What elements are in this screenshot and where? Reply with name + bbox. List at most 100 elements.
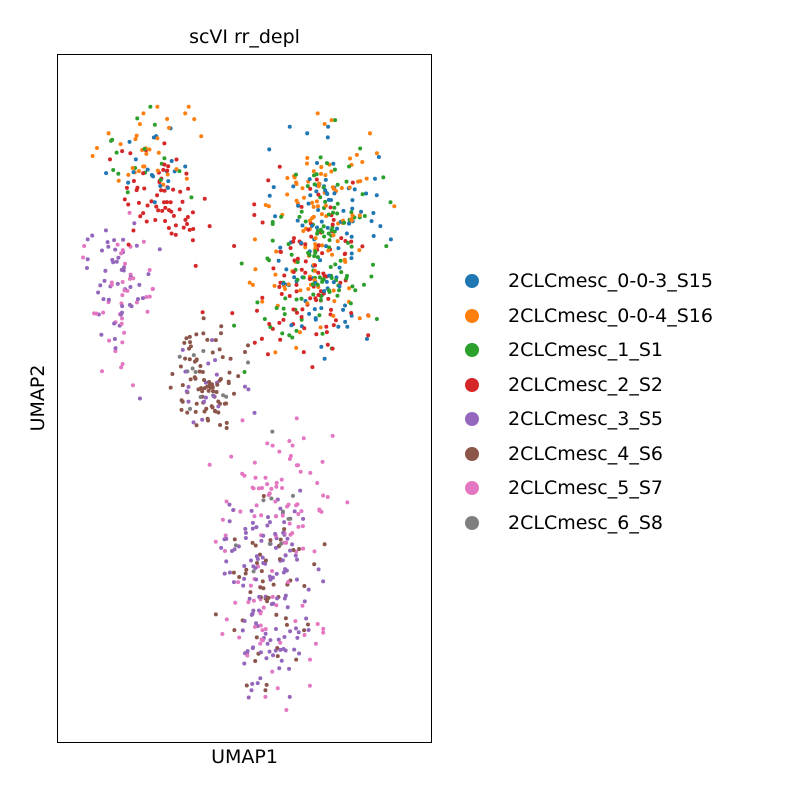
scatter-point <box>214 372 219 377</box>
scatter-point <box>260 628 265 633</box>
scatter-point <box>165 168 170 173</box>
scatter-point <box>158 183 163 188</box>
scatter-point <box>329 118 334 123</box>
scatter-point <box>228 356 233 361</box>
scatter-point <box>263 631 268 636</box>
scatter-point <box>384 244 389 249</box>
scatter-point <box>333 118 338 123</box>
scatter-point <box>324 330 329 335</box>
scatter-point <box>96 290 101 295</box>
scatter-point <box>285 504 290 509</box>
scatter-point <box>141 211 146 216</box>
scatter-point <box>286 580 291 585</box>
scatter-point <box>306 227 311 232</box>
scatter-point <box>126 242 131 247</box>
scatter-point <box>270 594 275 599</box>
scatter-point <box>265 523 270 528</box>
scatter-point <box>271 601 276 606</box>
scatter-point <box>253 658 258 663</box>
scatter-point <box>274 484 279 489</box>
scatter-point <box>332 205 337 210</box>
scatter-point <box>244 683 249 688</box>
scatter-point <box>282 312 287 317</box>
scatter-point <box>243 536 248 541</box>
scatter-point <box>366 313 371 318</box>
scatter-point <box>291 548 296 553</box>
scatter-point <box>310 365 315 370</box>
scatter-point <box>318 289 323 294</box>
scatter-point <box>331 280 336 285</box>
scatter-point <box>109 282 114 287</box>
scatter-point <box>317 275 322 280</box>
scatter-point <box>333 318 338 323</box>
scatter-point <box>281 317 286 322</box>
scatter-point <box>275 654 280 659</box>
scatter-point <box>232 628 237 633</box>
scatter-point <box>119 267 124 272</box>
scatter-point <box>326 248 331 253</box>
scatter-point <box>94 311 99 316</box>
scatter-point <box>306 201 311 206</box>
scatter-point <box>295 256 300 261</box>
scatter-point <box>272 283 277 288</box>
scatter-point <box>215 382 220 387</box>
scatter-point <box>123 261 128 266</box>
scatter-point <box>112 337 117 342</box>
scatter-point <box>226 379 231 384</box>
scatter-point <box>335 239 340 244</box>
scatter-point <box>243 530 248 535</box>
scatter-point <box>247 596 252 601</box>
scatter-point <box>119 251 124 256</box>
scatter-point <box>336 324 341 329</box>
scatter-point <box>90 233 95 238</box>
scatter-point <box>120 280 125 285</box>
scatter-point <box>328 265 333 270</box>
scatter-point <box>313 641 318 646</box>
scatter-point <box>331 323 336 328</box>
scatter-point <box>241 583 246 588</box>
scatter-point <box>213 539 218 544</box>
scatter-point <box>179 407 184 412</box>
scatter-point <box>134 133 139 138</box>
scatter-point <box>145 167 150 172</box>
scatter-point <box>301 436 306 441</box>
scatter-point <box>303 259 308 264</box>
scatter-point <box>349 310 354 315</box>
scatter-point <box>270 569 275 574</box>
scatter-point <box>359 209 364 214</box>
scatter-point <box>281 281 286 286</box>
scatter-point <box>294 463 299 468</box>
scatter-point <box>266 515 271 520</box>
scatter-point <box>352 187 357 192</box>
scatter-point <box>339 185 344 190</box>
scatter-point <box>321 626 326 631</box>
scatter-point <box>120 304 125 309</box>
scatter-point <box>357 213 362 218</box>
scatter-point <box>243 571 248 576</box>
scatter-point <box>198 364 203 369</box>
scatter-point <box>192 117 197 122</box>
scatter-point <box>285 175 290 180</box>
scatter-point <box>162 162 167 167</box>
scatter-point <box>182 340 187 345</box>
scatter-point <box>202 196 207 201</box>
scatter-point <box>260 220 265 225</box>
scatter-point <box>274 305 279 310</box>
scatter-point <box>232 243 237 248</box>
scatter-point <box>271 653 276 658</box>
scatter-point <box>237 575 242 580</box>
scatter-point <box>292 509 297 514</box>
scatter-point <box>263 627 268 632</box>
scatter-point <box>120 293 125 298</box>
scatter-point <box>127 276 132 281</box>
scatter-point <box>358 146 363 151</box>
scatter-point <box>388 237 393 242</box>
scatter-point <box>299 314 304 319</box>
scatter-point <box>162 141 167 146</box>
scatter-point <box>262 316 267 321</box>
scatter-point <box>318 258 323 263</box>
scatter-point <box>203 395 208 400</box>
scatter-point <box>324 244 329 249</box>
scatter-point <box>250 520 255 525</box>
scatter-point <box>252 213 257 218</box>
